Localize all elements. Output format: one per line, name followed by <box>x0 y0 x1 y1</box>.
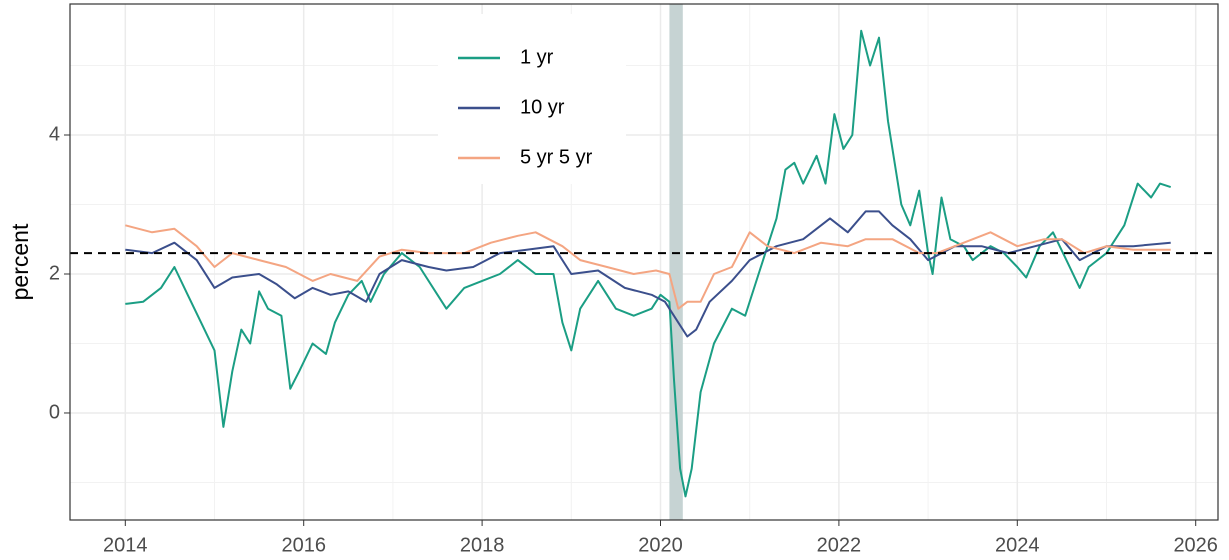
x-tick-label: 2026 <box>1173 534 1218 556</box>
series-line <box>125 29 1172 498</box>
legend-label: 5 yr 5 yr <box>520 146 593 168</box>
panel-border <box>69 3 1219 521</box>
legend-label: 1 yr <box>520 46 554 68</box>
recession-shade <box>669 4 683 520</box>
x-tick-label: 2022 <box>817 534 862 556</box>
x-tick-label: 2020 <box>638 534 683 556</box>
y-axis-label: percent <box>7 223 33 300</box>
legend-label: 10 yr <box>520 96 565 118</box>
y-tick-label: 2 <box>49 262 60 284</box>
y-tick-label: 0 <box>49 401 60 423</box>
x-tick-label: 2016 <box>281 534 326 556</box>
x-tick-label: 2024 <box>995 534 1040 556</box>
y-tick-label: 4 <box>49 123 60 145</box>
x-tick-label: 2014 <box>103 534 148 556</box>
x-tick-label: 2018 <box>460 534 505 556</box>
series-line <box>125 224 1171 310</box>
legend-box <box>438 14 626 184</box>
